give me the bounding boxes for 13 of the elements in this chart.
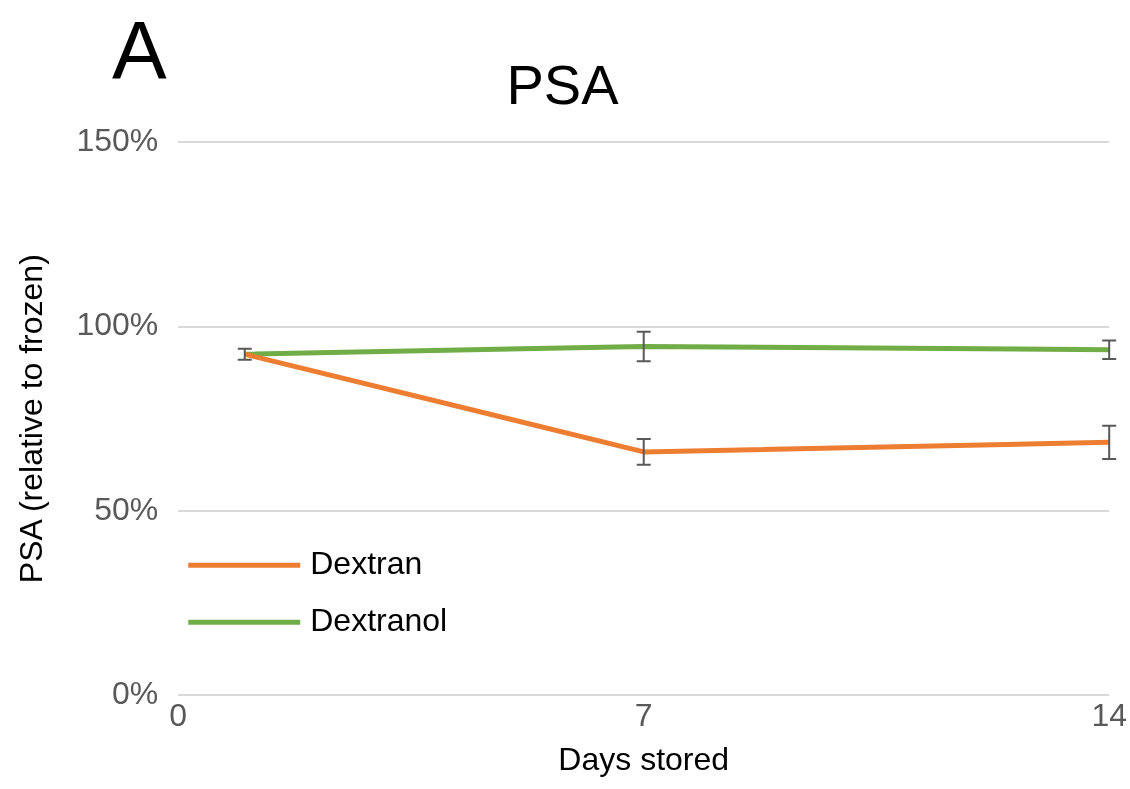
y-tick-label: 100% (76, 306, 159, 343)
y-tick-label: 50% (94, 490, 159, 527)
x-axis-title: Days stored (558, 740, 730, 777)
legend-label: Dextranol (310, 602, 448, 639)
x-tick-label: 0 (169, 697, 188, 734)
y-tick-label: 0% (111, 675, 159, 712)
y-tick-label: 150% (76, 122, 159, 159)
chart-title: PSA (506, 53, 620, 117)
x-tick-label: 14 (1091, 697, 1127, 734)
text: A (112, 3, 167, 97)
y-axis-title: PSA (relative to frozen) (13, 254, 50, 584)
x-tick-label: 7 (634, 697, 653, 734)
legend-label: Dextran (310, 545, 423, 582)
